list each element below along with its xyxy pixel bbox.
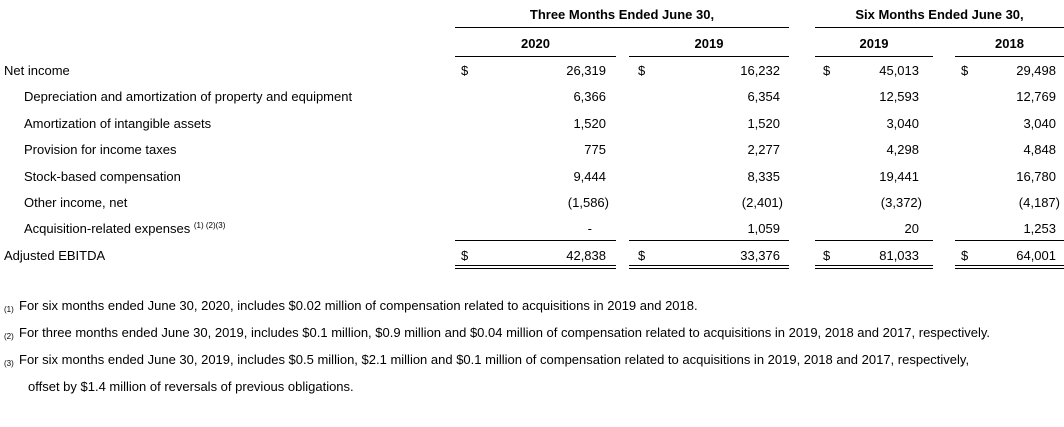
- year-header-3: 2019: [859, 36, 889, 51]
- row-label-amortization: Amortization of intangible assets: [24, 116, 212, 131]
- year-header-4: 2018: [995, 36, 1024, 51]
- cell-value: 1,253: [1023, 221, 1056, 236]
- footnote-text: offset by $1.4 million of reversals of p…: [28, 379, 354, 394]
- currency-symbol: $: [461, 248, 469, 263]
- cell-value: 20: [904, 221, 919, 236]
- cell-value: 1,520: [747, 116, 780, 131]
- year-header-1: 2020: [521, 36, 550, 51]
- cell-value: 9,444: [573, 169, 606, 184]
- currency-symbol: $: [823, 248, 831, 263]
- row-label-depreciation: Depreciation and amortization of propert…: [24, 89, 353, 104]
- currency-symbol: $: [638, 63, 646, 78]
- cell-value: 42,838: [566, 248, 606, 263]
- cell-value: 6,354: [747, 89, 780, 104]
- total-double-rule-4: [955, 265, 1064, 269]
- total-double-rule-2: [629, 265, 789, 269]
- year-rule-3: [815, 56, 933, 57]
- footnote-text: For three months ended June 30, 2019, in…: [19, 325, 991, 340]
- total-double-rule-3: [815, 265, 933, 269]
- cell-value: (3,372): [880, 195, 922, 210]
- row-label-adjusted-ebitda: Adjusted EBITDA: [4, 248, 106, 263]
- currency-symbol: $: [461, 63, 469, 78]
- footnote-mark: (2): [4, 332, 14, 341]
- cell-value: 81,033: [879, 248, 919, 263]
- subtotal-rule-3: [815, 240, 933, 241]
- cell-value: 12,593: [879, 89, 919, 104]
- cell-value: 4,298: [886, 142, 919, 157]
- row-label-acquisition-expenses: Acquisition-related expenses (1) (2)(3): [24, 221, 225, 236]
- cell-value: 29,498: [1016, 63, 1056, 78]
- cell-value: 4,848: [1023, 142, 1056, 157]
- subtotal-rule-1: [455, 240, 616, 241]
- cell-value: 2,277: [747, 142, 780, 157]
- cell-value: 1,520: [573, 116, 606, 131]
- footnote-1: (1) For six months ended June 30, 2020, i…: [4, 298, 698, 314]
- subtotal-rule-2: [629, 240, 789, 241]
- total-double-rule-1: [455, 265, 616, 269]
- cell-value: -: [587, 221, 592, 236]
- cell-value: 33,376: [740, 248, 780, 263]
- currency-symbol: $: [823, 63, 831, 78]
- cell-value: 26,319: [566, 63, 606, 78]
- cell-value: 3,040: [1023, 116, 1056, 131]
- cell-value: (4,187): [1018, 195, 1060, 210]
- year-header-2: 2019: [694, 36, 724, 51]
- cell-value: 64,001: [1016, 248, 1056, 263]
- footnote-3-continued: offset by $1.4 million of reversals of p…: [28, 379, 354, 394]
- header-six-months-rule: [815, 27, 1064, 28]
- cell-value: 12,769: [1016, 89, 1056, 104]
- currency-symbol: $: [961, 248, 969, 263]
- year-rule-1: [455, 56, 616, 57]
- footnote-text: For six months ended June 30, 2019, incl…: [19, 352, 970, 367]
- cell-value: 8,335: [747, 169, 780, 184]
- footnote-2: (2) For three months ended June 30, 2019,…: [4, 325, 990, 341]
- cell-value: 6,366: [573, 89, 606, 104]
- header-three-months-rule: [455, 27, 789, 28]
- year-rule-4: [955, 56, 1064, 57]
- cell-value: (2,401): [741, 195, 783, 210]
- cell-value: 19,441: [879, 169, 919, 184]
- cell-value: 16,232: [740, 63, 780, 78]
- year-rule-2: [629, 56, 789, 57]
- row-label-stock-compensation: Stock-based compensation: [24, 169, 181, 184]
- cell-value: 3,040: [886, 116, 919, 131]
- footnote-mark: (3): [4, 359, 14, 368]
- header-six-months: Six Months Ended June 30,: [855, 7, 1024, 22]
- cell-value: 16,780: [1016, 169, 1056, 184]
- footnote-mark: (1): [4, 305, 14, 314]
- currency-symbol: $: [638, 248, 646, 263]
- cell-value: 45,013: [879, 63, 919, 78]
- row-label-income-taxes: Provision for income taxes: [24, 142, 177, 157]
- acquisition-footnote-refs: (1) (2)(3): [193, 221, 226, 230]
- cell-value: (1,586): [567, 195, 609, 210]
- cell-value: 775: [584, 142, 606, 157]
- row-label-net-income: Net income: [4, 63, 70, 78]
- row-label-other-income: Other income, net: [24, 195, 128, 210]
- footnote-text: For six months ended June 30, 2020, incl…: [19, 298, 698, 313]
- cell-value: 1,059: [747, 221, 780, 236]
- footnote-3: (3) For six months ended June 30, 2019, i…: [4, 352, 969, 368]
- acquisition-label-text: Acquisition-related expenses: [24, 221, 191, 236]
- subtotal-rule-4: [955, 240, 1064, 241]
- header-three-months: Three Months Ended June 30,: [529, 7, 715, 22]
- currency-symbol: $: [961, 63, 969, 78]
